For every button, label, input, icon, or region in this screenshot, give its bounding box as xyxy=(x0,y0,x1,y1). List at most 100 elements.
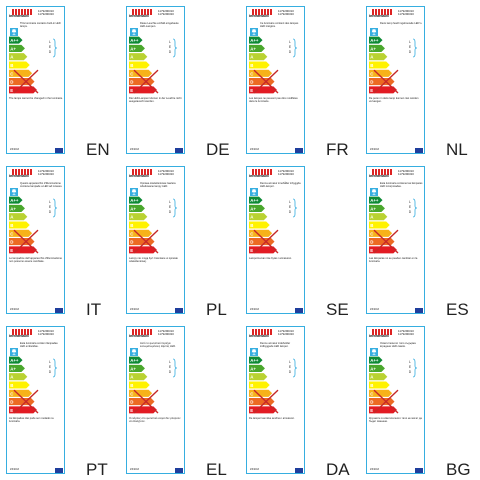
led-letter: D xyxy=(168,50,172,55)
energy-label: brennenstuhl 1179290310 1179290320 This lum… xyxy=(6,6,65,154)
energy-label: brennenstuhl 1179290310 1179290320 Esta lum… xyxy=(6,326,65,474)
eu-flag-icon xyxy=(175,308,183,313)
label-description: Αυτό το φωτιστικό περιέχει ενσωματωμένου… xyxy=(140,342,176,349)
led-letter: E xyxy=(48,205,52,210)
energy-class-letter: A xyxy=(250,375,254,380)
language-code: SE xyxy=(326,300,349,319)
brand-name: brennenstuhl xyxy=(249,14,269,18)
energy-class-letter: C xyxy=(130,231,134,236)
energy-class-letter: A xyxy=(10,55,14,60)
energy-class-letter: A xyxy=(10,215,14,220)
energy-class-bar: A xyxy=(129,53,148,61)
energy-scale: A++ A+ A B C D E xyxy=(369,356,401,414)
energy-class-letter: A++ xyxy=(250,38,259,43)
energy-class-bar: A++ xyxy=(369,356,383,364)
led-letter: D xyxy=(168,370,172,375)
brand-logo: brennenstuhl xyxy=(369,329,396,340)
regulation-date: 2/3/2013 xyxy=(370,309,379,311)
energy-class-bar: A xyxy=(369,53,388,61)
energy-class-bar: A+ xyxy=(369,364,385,372)
energy-class-bar: A xyxy=(9,373,28,381)
product-code: 1179290320 xyxy=(278,12,294,17)
energy-class-letter: A++ xyxy=(250,358,259,363)
energy-label-cell: brennenstuhl 1179290310 1179290320 Oprawa o… xyxy=(120,160,240,320)
regulation-date: 2/3/2013 xyxy=(250,309,259,311)
cross-line-b xyxy=(13,389,39,414)
energy-class-letter: E xyxy=(250,248,253,253)
lamp-icon xyxy=(10,343,18,356)
led-letter: D xyxy=(288,210,292,215)
eu-flag-icon xyxy=(295,308,303,313)
energy-class-bar: A++ xyxy=(9,356,23,364)
brand-stripes-icon xyxy=(12,329,33,335)
brand-logo: brennenstuhl xyxy=(129,169,156,180)
brand-name: brennenstuhl xyxy=(129,14,149,18)
energy-class-letter: E xyxy=(10,248,13,253)
energy-class-letter: A+ xyxy=(370,366,376,371)
product-codes: 1179290310 1179290320 xyxy=(38,329,54,337)
energy-class-letter: A+ xyxy=(250,206,256,211)
led-letter: L xyxy=(289,40,291,44)
label-footnote: Lamporna kan inte bytas i armaturen. xyxy=(249,257,292,260)
energy-class-bar: D xyxy=(9,78,35,86)
label-footnote: Le lampadine dell´apparecchio d'illumina… xyxy=(9,257,62,264)
energy-class-bar: B xyxy=(129,221,150,229)
lamp-icon xyxy=(10,23,18,36)
energy-scale: A++ A+ A B C D E xyxy=(249,356,281,414)
energy-class-letter: B xyxy=(250,383,253,388)
energy-class-letter: D xyxy=(370,80,373,85)
label-description: Denna armatur innehåller inbyggda LED-la… xyxy=(260,182,301,189)
energy-class-bar: A xyxy=(129,213,148,221)
energy-class-letter: D xyxy=(250,80,253,85)
energy-label: brennenstuhl 1179290310 1179290320 Denne ar… xyxy=(246,326,305,474)
language-code: ES xyxy=(446,300,469,319)
brand-logo: brennenstuhl xyxy=(249,329,276,340)
energy-label-cell: brennenstuhl 1179290310 1179290320 Diese Le… xyxy=(120,0,240,160)
energy-class-letter: A++ xyxy=(10,198,19,203)
energy-class-letter: A++ xyxy=(10,38,19,43)
brand-stripes-icon xyxy=(252,169,273,175)
energy-class-bar: B xyxy=(249,381,270,389)
product-code: 1179290310 xyxy=(38,329,54,333)
energy-class-letter: A xyxy=(130,55,134,60)
label-description: Esta luminária contém lâmpadas LED embut… xyxy=(20,342,58,349)
regulation-date: 2/3/2013 xyxy=(370,469,379,471)
energy-class-bar: B xyxy=(9,61,30,69)
brace-icon xyxy=(172,198,178,223)
brand-logo: brennenstuhl xyxy=(249,9,276,20)
energy-class-letter: A++ xyxy=(10,358,19,363)
led-letter: E xyxy=(288,365,292,370)
energy-label: brennenstuhl 1179290310 1179290320 Deze lam… xyxy=(366,6,425,154)
regulation-date: 2/3/2013 xyxy=(130,309,139,311)
energy-class-letter: A+ xyxy=(130,46,136,51)
led-letter: D xyxy=(48,210,52,215)
regulation-date: 2/3/2013 xyxy=(130,149,139,151)
led-letter: L xyxy=(49,40,51,44)
label-description: Denne armatur indeholder indbyggede LED … xyxy=(260,342,291,349)
energy-class-bar: A+ xyxy=(249,364,265,372)
energy-class-letter: E xyxy=(250,88,253,93)
energy-label-cell: brennenstuhl 1179290310 1179290320 Denne ar… xyxy=(240,320,360,480)
energy-class-letter: D xyxy=(10,80,13,85)
product-code: 1179290310 xyxy=(158,9,174,13)
energy-class-letter: A xyxy=(130,375,134,380)
brace-icon xyxy=(292,198,298,223)
product-codes: 1179290310 1179290320 xyxy=(398,9,414,17)
energy-class-letter: A+ xyxy=(370,206,376,211)
language-code: DA xyxy=(326,460,350,479)
energy-class-bar: B xyxy=(369,61,390,69)
energy-class-letter: A xyxy=(10,375,14,380)
product-codes: 1179290310 1179290320 xyxy=(278,169,294,177)
product-code: 1179290310 xyxy=(158,329,174,333)
energy-class-bar: A+ xyxy=(369,44,385,52)
led-letter: E xyxy=(288,45,292,50)
label-footnote: As lâmpadas não pode ser mudado na lumin… xyxy=(9,417,54,424)
regulation-date: 2/3/2013 xyxy=(10,309,19,311)
energy-class-letter: A++ xyxy=(370,38,379,43)
energy-scale: A++ A+ A B C D E xyxy=(249,36,281,94)
eu-flag-icon xyxy=(55,468,63,473)
brand-name: brennenstuhl xyxy=(9,174,29,178)
